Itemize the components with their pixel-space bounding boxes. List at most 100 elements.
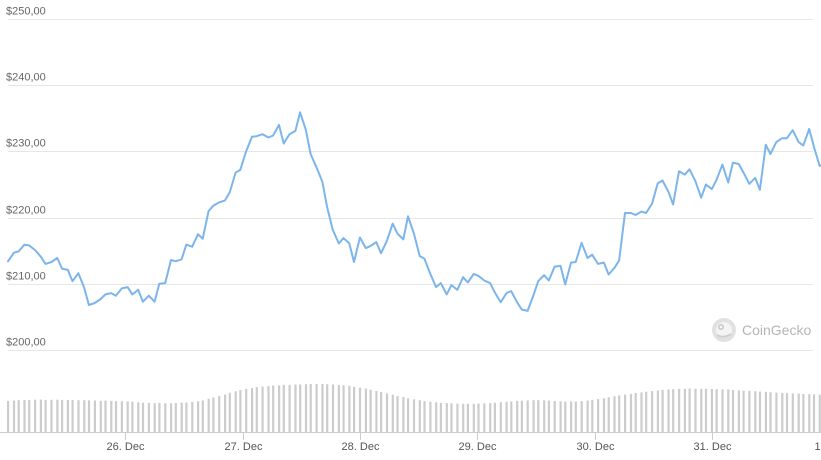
price-point <box>278 124 280 126</box>
price-point <box>662 180 664 182</box>
volume-bar <box>369 389 372 432</box>
volume-bar <box>212 397 215 432</box>
volume-bar <box>742 390 745 432</box>
volume-bar <box>493 402 496 432</box>
volume-bar <box>570 401 573 432</box>
volume-bar <box>294 384 297 432</box>
volume-bar <box>375 390 378 432</box>
volume-bar <box>574 401 577 432</box>
price-point <box>575 261 577 263</box>
volume-bar <box>472 403 475 432</box>
price-point <box>61 268 63 270</box>
volume-bar <box>61 399 64 432</box>
price-point <box>240 169 242 171</box>
price-point <box>218 202 220 204</box>
price-point <box>338 243 340 245</box>
price-point <box>197 233 199 235</box>
price-point <box>407 216 409 218</box>
volume-bar <box>218 396 221 432</box>
volume-bar <box>28 400 31 432</box>
price-point <box>798 141 800 143</box>
price-point <box>88 304 90 306</box>
volume-bar <box>185 402 188 432</box>
price-point <box>770 153 772 155</box>
volume-bar <box>87 400 91 432</box>
price-point <box>749 183 751 185</box>
price-point <box>105 294 107 296</box>
volume-bar <box>645 391 648 432</box>
price-point <box>359 237 361 239</box>
volume-bar <box>402 397 405 432</box>
y-tick-label: $230,00 <box>6 138 46 150</box>
price-point <box>506 292 508 294</box>
price-point <box>786 137 788 139</box>
price-point <box>457 289 459 291</box>
price-point <box>322 181 324 183</box>
volume-bar <box>694 388 697 432</box>
price-point <box>191 246 193 248</box>
volume-bar <box>39 399 42 432</box>
price-point <box>521 309 523 311</box>
price-point <box>28 245 30 247</box>
price-point <box>608 274 610 276</box>
volume-bar <box>651 391 654 432</box>
price-point <box>570 262 572 264</box>
volume-bar <box>17 400 20 432</box>
price-point <box>224 200 226 202</box>
price-point <box>245 151 247 153</box>
volume-bar <box>245 388 248 432</box>
volume-bar <box>71 399 74 432</box>
price-point <box>657 182 659 184</box>
volume-bar <box>797 393 800 432</box>
price-point <box>473 273 475 275</box>
price-point <box>370 245 372 247</box>
price-point <box>813 146 815 148</box>
price-point <box>792 129 794 131</box>
price-point <box>127 286 129 288</box>
price-point <box>175 261 177 263</box>
volume-bar <box>239 390 242 432</box>
price-point <box>148 295 150 297</box>
y-tick-label: $240,00 <box>6 72 46 84</box>
volume-bar <box>418 400 421 432</box>
coingecko-watermark: CoinGecko <box>712 318 811 342</box>
price-point <box>18 251 20 253</box>
volume-bar <box>385 393 389 432</box>
price-point <box>229 192 231 194</box>
price-point <box>489 282 491 284</box>
price-point <box>213 205 215 207</box>
grid-lines <box>8 19 813 351</box>
price-point <box>299 112 301 114</box>
price-point <box>727 182 729 184</box>
price-point <box>186 244 188 246</box>
price-point <box>343 237 345 239</box>
volume-bar <box>228 392 231 432</box>
price-point <box>268 137 270 139</box>
price-point <box>310 153 312 155</box>
price-point <box>440 282 442 284</box>
volume-bar <box>683 388 686 432</box>
volume-bar <box>147 402 150 432</box>
y-tick-label: $220,00 <box>6 205 46 217</box>
price-point <box>446 294 448 296</box>
price-point <box>478 275 480 277</box>
volume-bar <box>141 402 145 432</box>
price-point <box>397 233 399 235</box>
price-point <box>462 276 464 278</box>
volume-bar <box>818 394 821 432</box>
price-point <box>645 212 647 214</box>
x-tick-label: 31. Dec <box>694 441 732 453</box>
volume-bar <box>802 394 805 432</box>
volume-bar <box>785 393 789 432</box>
y-tick-label: $250,00 <box>6 6 46 18</box>
volume-bar <box>661 389 664 432</box>
price-point <box>137 289 139 291</box>
price-point <box>722 164 724 166</box>
volume-bar <box>93 400 96 432</box>
volume-bar <box>299 384 302 432</box>
price-point <box>781 137 783 139</box>
volume-bar <box>737 390 740 432</box>
volume-bar <box>255 387 258 432</box>
price-point <box>142 301 144 303</box>
volume-bar <box>688 388 691 432</box>
